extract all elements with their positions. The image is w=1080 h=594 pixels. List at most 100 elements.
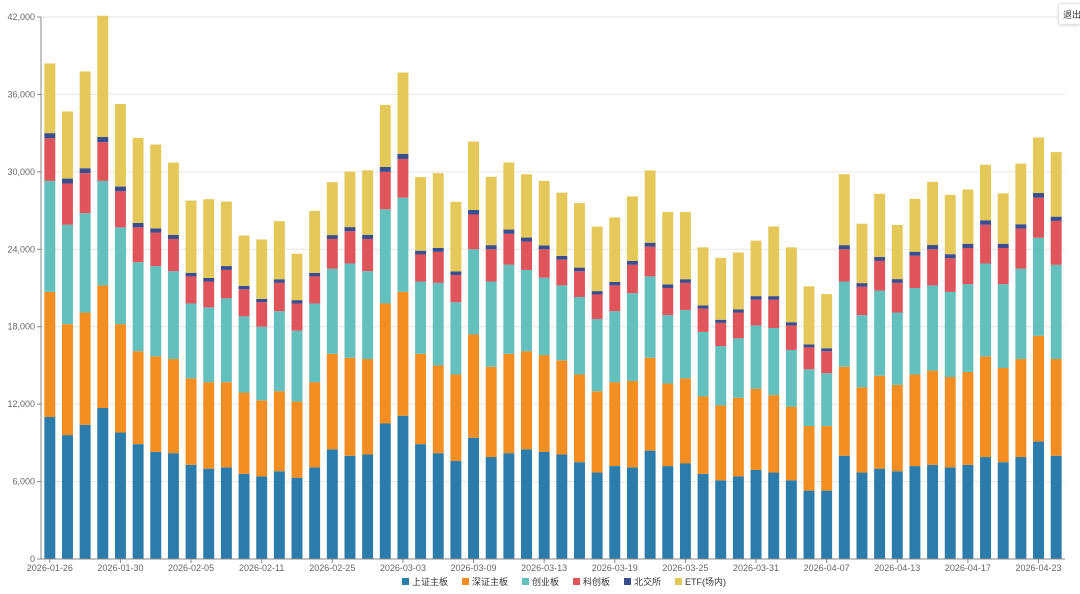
bar-segment-2[interactable] [238, 316, 250, 393]
bar-segment-0[interactable] [150, 451, 162, 559]
bar-segment-1[interactable] [203, 382, 215, 469]
bar-segment-2[interactable] [309, 303, 321, 383]
bar-segment-5[interactable] [909, 198, 921, 252]
bar-segment-1[interactable] [821, 426, 833, 491]
bar-segment-4[interactable] [273, 279, 285, 283]
bar-segment-2[interactable] [203, 307, 215, 383]
bar-segment-5[interactable] [238, 235, 250, 286]
bar-segment-4[interactable] [362, 234, 374, 239]
bar-segment-5[interactable] [874, 193, 886, 258]
bar-segment-4[interactable] [220, 266, 232, 270]
bar-segment-2[interactable] [379, 209, 391, 304]
bar-segment-2[interactable] [785, 349, 797, 407]
bar-segment-2[interactable] [1050, 264, 1062, 359]
bar-segment-5[interactable] [1015, 163, 1027, 225]
bar-segment-2[interactable] [44, 180, 56, 292]
bar-segment-3[interactable] [114, 191, 126, 228]
bar-segment-1[interactable] [538, 355, 550, 452]
bar-segment-0[interactable] [220, 467, 232, 559]
bar-segment-1[interactable] [97, 285, 109, 409]
bar-segment-5[interactable] [838, 174, 850, 246]
bar-segment-1[interactable] [927, 370, 939, 465]
bar-segment-1[interactable] [556, 360, 568, 455]
bar-segment-3[interactable] [485, 249, 497, 282]
bar-segment-3[interactable] [927, 249, 939, 286]
bar-segment-2[interactable] [273, 311, 285, 392]
bar-segment-1[interactable] [114, 324, 126, 433]
bar-segment-5[interactable] [62, 111, 73, 179]
bar-segment-4[interactable] [114, 186, 126, 192]
bar-segment-2[interactable] [450, 302, 462, 375]
bar-segment-0[interactable] [309, 467, 321, 559]
bar-segment-1[interactable] [415, 353, 427, 445]
bar-segment-5[interactable] [697, 247, 709, 306]
bar-segment-1[interactable] [768, 395, 780, 473]
bar-segment-5[interactable] [768, 226, 780, 297]
bar-segment-4[interactable] [803, 344, 815, 348]
bar-segment-3[interactable] [379, 171, 391, 210]
bar-segment-1[interactable] [150, 356, 162, 452]
bar-segment-4[interactable] [1033, 193, 1044, 198]
bar-segment-5[interactable] [132, 137, 144, 223]
bar-segment-3[interactable] [1050, 220, 1062, 265]
legend[interactable]: 上证主板 深证主板 创业板 科创板 北交所 ETF(场内) [402, 576, 726, 587]
bar-segment-3[interactable] [909, 255, 921, 288]
bar-segment-5[interactable] [379, 105, 391, 167]
bar-segment-5[interactable] [256, 239, 268, 299]
bar-segment-4[interactable] [556, 255, 568, 260]
bar-segment-0[interactable] [715, 480, 727, 559]
bar-segment-4[interactable] [768, 296, 780, 300]
bar-segment-3[interactable] [538, 249, 550, 278]
bar-segment-1[interactable] [644, 357, 656, 451]
bar-segment-1[interactable] [450, 374, 462, 461]
bar-segment-1[interactable] [962, 371, 974, 465]
bar-segment-5[interactable] [397, 72, 409, 154]
bar-segment-1[interactable] [626, 380, 638, 468]
bar-segment-0[interactable] [909, 466, 921, 559]
bar-segment-0[interactable] [927, 464, 939, 559]
bar-segment-0[interactable] [344, 455, 356, 559]
bar-segment-3[interactable] [980, 224, 992, 264]
bar-segment-4[interactable] [962, 243, 974, 248]
bar-segment-2[interactable] [750, 325, 762, 389]
bar-segment-1[interactable] [980, 356, 992, 458]
bar-segment-5[interactable] [980, 164, 992, 221]
bar-segment-3[interactable] [803, 347, 815, 370]
bar-segment-2[interactable] [909, 288, 921, 375]
bar-segment-0[interactable] [1050, 455, 1062, 559]
bar-segment-3[interactable] [785, 325, 797, 350]
bar-segment-1[interactable] [309, 382, 321, 468]
bar-segment-5[interactable] [891, 224, 903, 280]
bar-segment-2[interactable] [962, 284, 974, 372]
bar-segment-0[interactable] [362, 454, 374, 559]
bar-segment-3[interactable] [874, 260, 886, 291]
bar-segment-0[interactable] [291, 477, 303, 559]
bar-segment-2[interactable] [79, 213, 91, 313]
bar-segment-2[interactable] [256, 326, 268, 401]
bar-segment-2[interactable] [944, 291, 956, 378]
bar-segment-2[interactable] [62, 224, 73, 325]
bar-segment-5[interactable] [856, 223, 868, 284]
bar-segment-2[interactable] [291, 330, 303, 402]
bar-segment-1[interactable] [997, 368, 1009, 463]
bar-segment-1[interactable] [220, 382, 232, 468]
bar-segment-5[interactable] [679, 212, 691, 280]
bar-segment-2[interactable] [220, 298, 232, 383]
bar-segment-2[interactable] [609, 311, 621, 383]
bar-segment-3[interactable] [609, 285, 621, 312]
bar-segment-1[interactable] [874, 375, 886, 469]
bar-segment-2[interactable] [344, 263, 356, 358]
bar-segment-4[interactable] [909, 251, 921, 256]
bar-segment-3[interactable] [362, 238, 374, 272]
bar-segment-5[interactable] [450, 201, 462, 272]
bar-segment-0[interactable] [768, 472, 780, 559]
bar-segment-5[interactable] [97, 15, 109, 138]
bar-segment-0[interactable] [838, 455, 850, 559]
bar-segment-0[interactable] [521, 449, 532, 559]
bar-segment-5[interactable] [556, 192, 568, 256]
bar-segment-4[interactable] [538, 245, 550, 250]
bar-segment-5[interactable] [114, 103, 126, 187]
bar-segment-1[interactable] [1033, 335, 1044, 442]
bar-segment-1[interactable] [1015, 358, 1027, 458]
bar-segment-5[interactable] [821, 294, 833, 349]
